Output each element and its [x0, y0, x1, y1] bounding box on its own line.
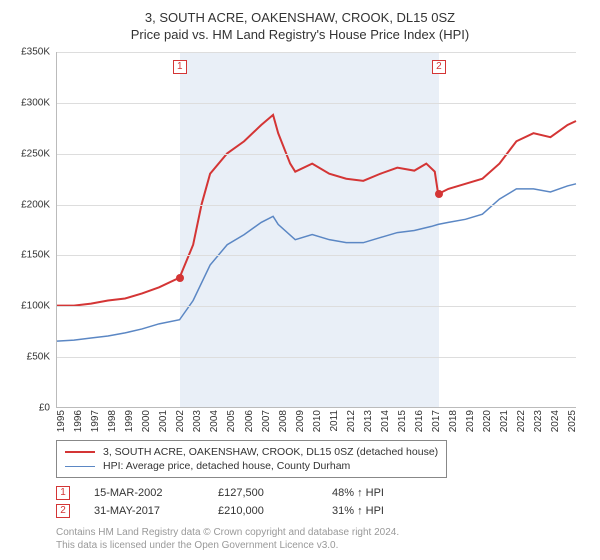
x-tick-label: 2019 [465, 410, 476, 432]
sale-price: £210,000 [218, 505, 308, 517]
x-axis-ticks: 1995 1996 1997 1998 1999 2000 2001 2002 2003 2004… [56, 408, 576, 432]
x-tick-label: 2021 [499, 410, 510, 432]
y-tick-label: £150K [21, 250, 50, 261]
x-tick-label: 2014 [380, 410, 391, 432]
x-tick-label: 2000 [141, 410, 152, 432]
x-tick-label: 2025 [567, 410, 578, 432]
x-tick-label: 1998 [107, 410, 118, 432]
gridline [57, 306, 576, 307]
sale-marker-box: 2 [432, 60, 446, 74]
y-tick-label: £50K [27, 352, 50, 363]
y-tick-label: £300K [21, 97, 50, 108]
x-tick-label: 1999 [124, 410, 135, 432]
sale-marker-icon: 2 [56, 504, 70, 518]
sale-row: 1 15-MAR-2002 £127,500 48% ↑ HPI [56, 486, 580, 500]
chart-lines [57, 52, 576, 407]
footer: Contains HM Land Registry data © Crown c… [56, 526, 580, 552]
x-tick-label: 1996 [73, 410, 84, 432]
legend-label-subject: 3, SOUTH ACRE, OAKENSHAW, CROOK, DL15 0S… [103, 446, 438, 458]
sale-marker-icon: 1 [56, 486, 70, 500]
sale-marker-box: 1 [173, 60, 187, 74]
plot-area: 12 [56, 52, 576, 408]
x-tick-label: 2024 [550, 410, 561, 432]
legend-block: 3, SOUTH ACRE, OAKENSHAW, CROOK, DL15 0S… [56, 440, 580, 478]
y-tick-label: £250K [21, 148, 50, 159]
legend: 3, SOUTH ACRE, OAKENSHAW, CROOK, DL15 0S… [56, 440, 447, 478]
x-tick-label: 2004 [209, 410, 220, 432]
x-tick-label: 2020 [482, 410, 493, 432]
y-axis-ticks: £0£50K£100K£150K£200K£250K£300K£350K [8, 52, 54, 408]
x-tick-label: 2011 [329, 410, 340, 432]
x-tick-label: 2022 [516, 410, 527, 432]
x-tick-label: 2008 [278, 410, 289, 432]
y-tick-label: £200K [21, 199, 50, 210]
chart-area: £0£50K£100K£150K£200K£250K£300K£350K 12 … [8, 52, 580, 432]
x-tick-label: 2016 [414, 410, 425, 432]
x-tick-label: 2018 [448, 410, 459, 432]
x-tick-label: 2015 [397, 410, 408, 432]
x-tick-label: 2013 [363, 410, 374, 432]
gridline [57, 52, 576, 53]
title-block: 3, SOUTH ACRE, OAKENSHAW, CROOK, DL15 0S… [0, 0, 600, 48]
x-tick-label: 2003 [192, 410, 203, 432]
x-tick-label: 2023 [533, 410, 544, 432]
x-tick-label: 2002 [175, 410, 186, 432]
footer-line-2: This data is licensed under the Open Gov… [56, 539, 580, 552]
y-tick-label: £350K [21, 47, 50, 58]
gridline [57, 154, 576, 155]
series-line [57, 115, 576, 306]
sale-hpi: 31% ↑ HPI [332, 505, 384, 517]
legend-line-icon [65, 466, 95, 467]
x-tick-label: 2006 [244, 410, 255, 432]
chart-title: 3, SOUTH ACRE, OAKENSHAW, CROOK, DL15 0S… [20, 10, 580, 25]
sale-dot [435, 190, 443, 198]
sale-date: 15-MAR-2002 [94, 487, 194, 499]
x-tick-label: 2007 [261, 410, 272, 432]
sale-rows: 1 15-MAR-2002 £127,500 48% ↑ HPI 2 31-MAY-201… [56, 486, 580, 522]
gridline [57, 103, 576, 104]
chart-container: 3, SOUTH ACRE, OAKENSHAW, CROOK, DL15 0S… [0, 0, 600, 560]
x-tick-label: 2009 [295, 410, 306, 432]
x-tick-label: 2010 [312, 410, 323, 432]
x-tick-label: 2005 [226, 410, 237, 432]
legend-row-hpi: HPI: Average price, detached house, Coun… [65, 459, 438, 473]
sale-dot [176, 274, 184, 282]
x-tick-label: 2012 [346, 410, 357, 432]
sale-hpi: 48% ↑ HPI [332, 487, 384, 499]
gridline [57, 255, 576, 256]
legend-row-subject: 3, SOUTH ACRE, OAKENSHAW, CROOK, DL15 0S… [65, 445, 438, 459]
chart-subtitle: Price paid vs. HM Land Registry's House … [20, 27, 580, 42]
x-tick-label: 2017 [431, 410, 442, 432]
gridline [57, 205, 576, 206]
gridline [57, 357, 576, 358]
legend-line-icon [65, 451, 95, 453]
sale-date: 31-MAY-2017 [94, 505, 194, 517]
sale-row: 2 31-MAY-2017 £210,000 31% ↑ HPI [56, 504, 580, 518]
x-tick-label: 1995 [56, 410, 67, 432]
series-line [57, 184, 576, 341]
y-tick-label: £0 [39, 403, 50, 414]
legend-label-hpi: HPI: Average price, detached house, Coun… [103, 460, 350, 472]
y-tick-label: £100K [21, 301, 50, 312]
sale-price: £127,500 [218, 487, 308, 499]
x-tick-label: 1997 [90, 410, 101, 432]
x-tick-label: 2001 [158, 410, 169, 432]
footer-line-1: Contains HM Land Registry data © Crown c… [56, 526, 580, 539]
